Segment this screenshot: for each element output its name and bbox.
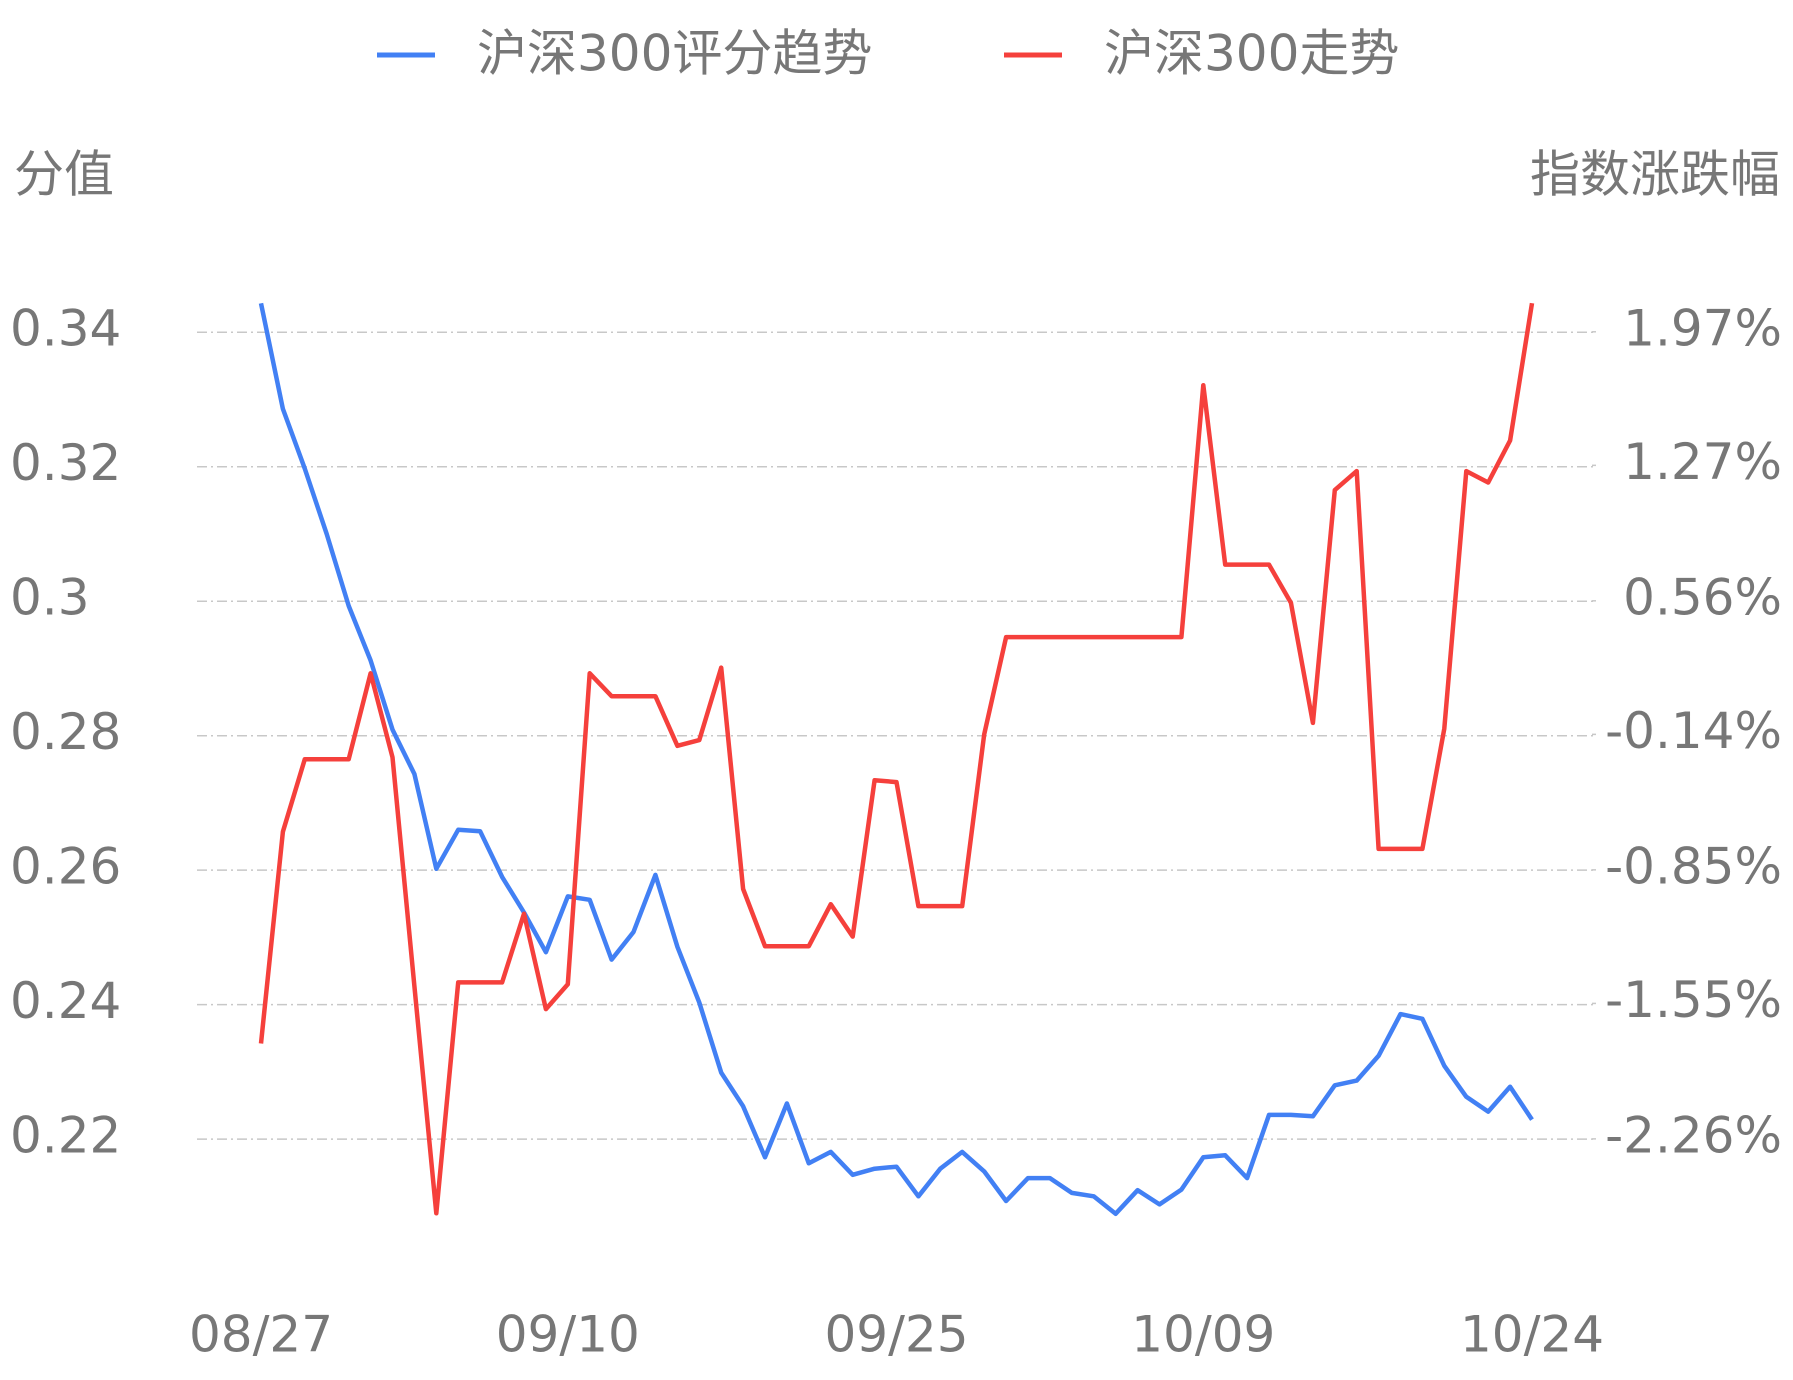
y2-tick-label: -0.85% <box>1605 837 1782 895</box>
line-series <box>258 302 1535 1216</box>
y2-tick-label: -0.14% <box>1605 702 1782 760</box>
line-series <box>258 302 1534 1217</box>
y2-tick-label: 1.27% <box>1623 433 1782 491</box>
legend-label: 沪深300评分趋势 <box>477 25 872 83</box>
y2-tick-label: -2.26% <box>1605 1106 1782 1164</box>
y-tick-label: 0.22 <box>10 1107 121 1165</box>
y-axis-title: 分值 <box>14 146 114 204</box>
y2-axis-title: 指数涨跌幅 <box>1530 146 1780 204</box>
y-tick-label: 0.32 <box>10 434 121 492</box>
legend-label: 沪深300走势 <box>1104 25 1399 83</box>
y2-tick-label: -1.55% <box>1605 971 1782 1029</box>
y-tick-label: 0.24 <box>10 972 121 1030</box>
y-tick-label: 0.34 <box>10 300 121 358</box>
y-tick-label: 0.26 <box>10 838 121 896</box>
y2-tick-label: 0.56% <box>1623 568 1782 626</box>
x-tick-label: 09/25 <box>824 1306 968 1364</box>
y2-tick-label: 1.97% <box>1623 299 1782 357</box>
x-tick-label: 10/24 <box>1460 1306 1604 1364</box>
y-tick-label: 0.3 <box>10 569 90 627</box>
x-tick-label: 09/10 <box>496 1306 640 1364</box>
x-tick-label: 10/09 <box>1131 1306 1275 1364</box>
x-tick-label: 08/27 <box>189 1306 333 1364</box>
y-tick-label: 0.28 <box>10 703 121 761</box>
